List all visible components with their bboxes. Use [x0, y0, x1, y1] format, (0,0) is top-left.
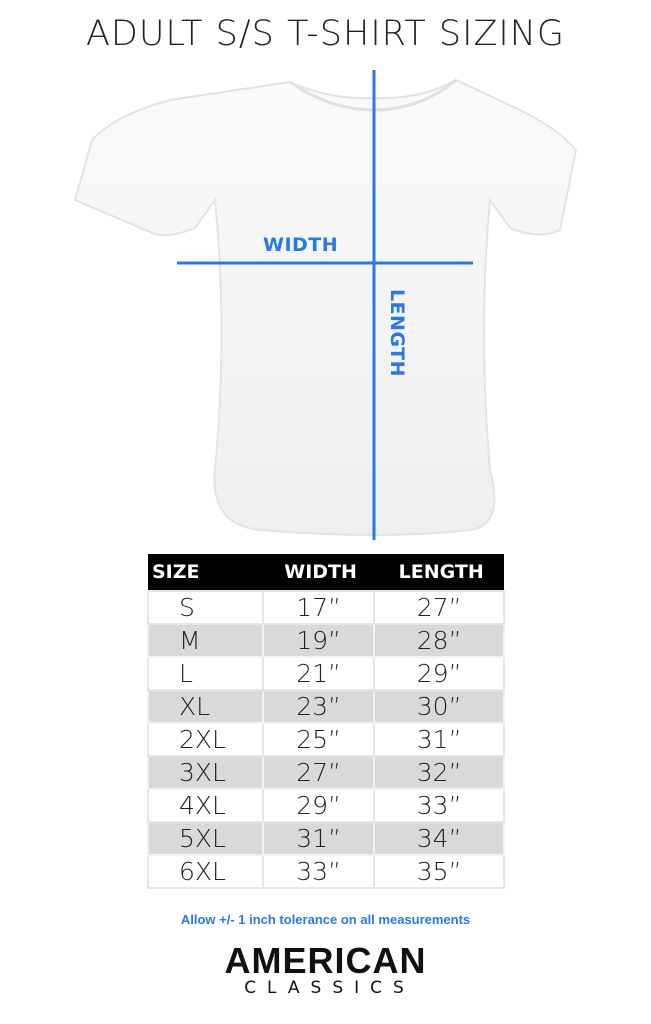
- table-header: SIZE WIDTH LENGTH: [148, 554, 504, 591]
- cell-width: 27”: [261, 755, 376, 790]
- cell-length: 29”: [373, 656, 505, 691]
- tshirt-shape: [73, 78, 578, 536]
- cell-length: 33”: [373, 788, 505, 823]
- cell-size: 5XL: [147, 821, 264, 856]
- cell-size: XL: [147, 689, 264, 724]
- cell-length: 34”: [373, 821, 505, 856]
- cell-width: 23”: [261, 689, 376, 724]
- cell-size: 3XL: [147, 755, 264, 790]
- width-label: WIDTH: [263, 234, 339, 256]
- logo-american: AMERICAN: [224, 940, 427, 981]
- cell-size: L: [147, 656, 264, 691]
- cell-width: 29”: [261, 788, 376, 823]
- table-row: XL 23” 30”: [147, 689, 505, 724]
- cell-width: 21”: [261, 656, 376, 691]
- header-size: SIZE: [148, 554, 263, 591]
- table-row: S 17” 27”: [147, 590, 505, 625]
- cell-width: 31”: [261, 821, 376, 856]
- table-row: 2XL 25” 31”: [147, 722, 505, 757]
- cell-width: 19”: [261, 623, 376, 658]
- table-row: 5XL 31” 34”: [147, 821, 505, 856]
- cell-size: M: [147, 623, 264, 658]
- cell-size: 2XL: [147, 722, 264, 757]
- table-row: 4XL 29” 33”: [147, 788, 505, 823]
- cell-width: 33”: [261, 854, 376, 889]
- table-row: L 21” 29”: [147, 656, 505, 691]
- table-row: M 19” 28”: [147, 623, 505, 658]
- cell-size: 6XL: [147, 854, 264, 889]
- cell-size: S: [147, 590, 264, 625]
- cell-length: 35”: [373, 854, 505, 889]
- cell-width: 25”: [261, 722, 376, 757]
- header-width: WIDTH: [262, 554, 375, 591]
- table-row: 3XL 27” 32”: [147, 755, 505, 790]
- table-row: 6XL 33” 35”: [147, 854, 505, 889]
- cell-length: 30”: [373, 689, 505, 724]
- cell-width: 17”: [261, 590, 376, 625]
- cell-length: 31”: [373, 722, 505, 757]
- size-table: SIZE WIDTH LENGTH S 17” 27” M 19” 28” L 21” 29” X…: [147, 554, 505, 889]
- cell-size: 4XL: [147, 788, 264, 823]
- page-title: ADULT S/S T-SHIRT SIZING: [85, 14, 566, 54]
- tshirt-diagram: [73, 70, 578, 540]
- cell-length: 27”: [373, 590, 505, 625]
- header-length: LENGTH: [374, 554, 504, 591]
- cell-length: 28”: [373, 623, 505, 658]
- cell-length: 32”: [373, 755, 505, 790]
- length-label: LENGTH: [386, 288, 408, 378]
- tolerance-note: Allow +/- 1 inch tolerance on all measur…: [180, 912, 471, 927]
- logo-classics: CLASSICS: [244, 978, 415, 998]
